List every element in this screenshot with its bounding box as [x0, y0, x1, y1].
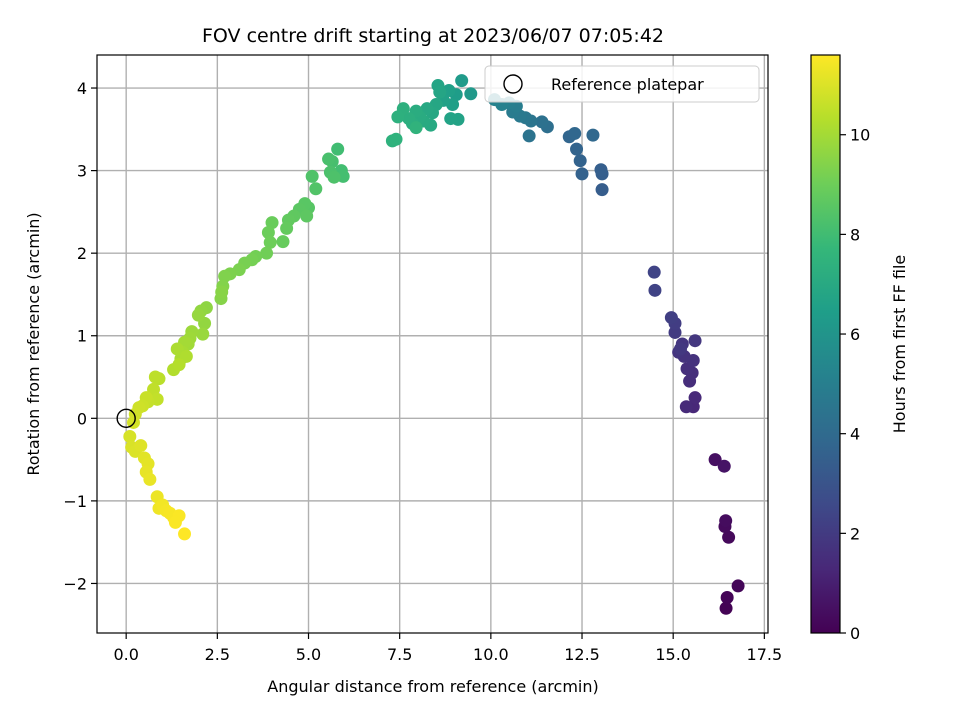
x-axis-label: Angular distance from reference (arcmin) — [267, 677, 598, 696]
scatter-point — [535, 115, 549, 129]
colorbar-label: Hours from first FF file — [890, 255, 909, 434]
scatter-point — [455, 74, 469, 88]
grid-lines — [97, 55, 768, 633]
x-tick-label: 7.5 — [387, 645, 412, 664]
scatter-point — [668, 325, 682, 339]
chart-title: FOV centre drift starting at 2023/06/07 … — [202, 25, 664, 47]
scatter-point — [688, 391, 702, 405]
scatter-point — [178, 527, 192, 541]
scatter-point — [327, 170, 341, 184]
plot-frame — [96, 54, 769, 634]
y-axis-label: Rotation from reference (arcmin) — [24, 212, 43, 475]
scatter-point — [261, 226, 275, 240]
scatter-point — [196, 327, 210, 341]
scatter-point — [300, 209, 314, 223]
scatter-point — [265, 216, 279, 230]
scatter-point — [215, 285, 229, 299]
scatter-point — [568, 126, 582, 140]
scatter-point — [573, 154, 587, 168]
colorbar-tick-label: 0 — [850, 624, 860, 643]
x-tick-label: 17.5 — [747, 645, 783, 664]
scatter-points — [116, 74, 745, 615]
scatter-point — [664, 311, 678, 325]
legend-box — [484, 65, 760, 103]
scatter-point — [433, 85, 447, 99]
colorbar-ticks: 0 2 4 6 8 10 — [840, 126, 870, 643]
y-tick-label: 3 — [77, 162, 87, 181]
scatter-point — [280, 221, 294, 235]
scatter-point — [522, 129, 536, 143]
scatter-point — [276, 235, 290, 249]
scatter-point — [731, 579, 745, 593]
colorbar-tick-label: 10 — [850, 126, 870, 145]
y-tick-label: 0 — [77, 409, 87, 428]
legend-reference-marker — [503, 74, 523, 94]
scatter-point — [464, 87, 478, 101]
x-tick-label: 15.0 — [655, 645, 691, 664]
scatter-point — [260, 246, 274, 260]
legend-label: Reference platepar — [551, 75, 704, 94]
scatter-point — [575, 167, 589, 181]
scatter-point — [148, 370, 162, 384]
scatter-point — [409, 121, 423, 135]
colorbar — [810, 54, 841, 634]
scatter-point — [719, 514, 733, 528]
scatter-point — [717, 459, 731, 473]
scatter-point — [708, 453, 722, 467]
scatter-point — [305, 169, 319, 183]
scatter-point — [391, 110, 405, 124]
scatter-point — [688, 334, 702, 348]
scatter-point — [191, 308, 205, 322]
legend: Reference platepar — [484, 65, 760, 103]
colorbar-tick-label: 6 — [850, 325, 860, 344]
x-tick-label: 0.0 — [113, 645, 138, 664]
y-tick-label: 2 — [77, 244, 87, 263]
scatter-point — [673, 342, 687, 356]
y-tick-label: −1 — [63, 492, 87, 511]
reference-platepar-marker — [116, 408, 136, 429]
x-axis-ticks: 0.0 2.5 5.0 7.5 10.0 12.5 15.0 17.5 — [113, 633, 782, 664]
x-tick-label: 2.5 — [205, 645, 230, 664]
y-tick-label: 1 — [77, 327, 87, 346]
x-tick-label: 12.5 — [564, 645, 600, 664]
scatter-point — [720, 590, 734, 604]
x-tick-label: 10.0 — [473, 645, 509, 664]
colorbar-tick-label: 4 — [850, 425, 860, 444]
scatter-point — [134, 439, 148, 453]
scatter-point — [172, 358, 186, 372]
scatter-point — [722, 530, 736, 544]
scatter-point — [586, 128, 600, 142]
scatter-point — [170, 342, 184, 356]
scatter-point — [719, 601, 733, 615]
scatter-point — [570, 142, 584, 156]
scatter-point — [168, 515, 182, 529]
colorbar-tick-label: 2 — [850, 524, 860, 543]
scatter-point — [444, 112, 458, 126]
scatter-point — [389, 132, 403, 146]
scatter-point — [595, 183, 609, 197]
scatter-point — [647, 265, 661, 279]
y-tick-label: −2 — [63, 574, 87, 593]
y-axis-ticks: −2 −1 0 1 2 3 4 — [63, 79, 97, 593]
scatter-point — [679, 400, 693, 414]
scatter-point — [218, 269, 232, 283]
scatter-point — [309, 182, 323, 196]
y-tick-label: 4 — [77, 79, 87, 98]
scatter-point — [594, 163, 608, 177]
scatter-point — [402, 112, 416, 126]
scatter-point — [322, 152, 336, 166]
scatter-point — [263, 235, 277, 249]
colorbar-tick-label: 8 — [850, 225, 860, 244]
scatter-point — [648, 283, 662, 297]
scatter-point — [331, 142, 345, 156]
scatter-point — [143, 472, 157, 486]
x-tick-label: 5.0 — [296, 645, 321, 664]
scatter-point — [123, 429, 137, 443]
